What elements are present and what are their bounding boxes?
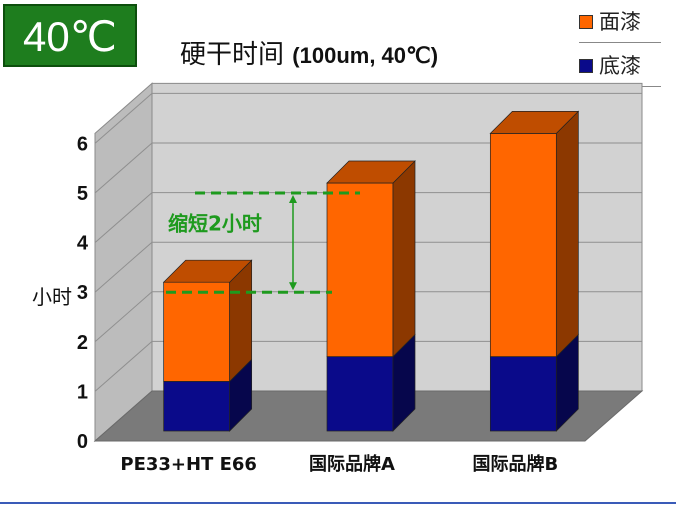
y-axis-label: 小时 (32, 285, 72, 309)
chart-title: 硬干时间 (100um, 40℃) (180, 34, 438, 71)
bar-front (326, 182, 394, 357)
legend-swatch-primer (579, 59, 593, 73)
bar-top (162, 259, 253, 283)
chart-side-wall (94, 82, 153, 443)
gridline-side (94, 341, 153, 392)
bar-front (489, 356, 557, 432)
gridline-side (94, 142, 153, 194)
y-tick-label: 1 (77, 381, 88, 403)
x-category-label: PE33+HT E66 (120, 454, 257, 475)
annotation-label: 缩短2小时 (168, 212, 262, 236)
legend-divider (579, 42, 661, 43)
legend-item-topcoat: 面漆 (579, 6, 661, 43)
bottom-divider (0, 502, 676, 504)
y-tick-label: 6 (77, 133, 88, 155)
gridline-side (94, 241, 153, 293)
legend: 面漆 底漆 (579, 6, 661, 94)
y-tick-label: 2 (77, 332, 88, 354)
bar-front (163, 381, 231, 432)
bar-front (489, 133, 557, 357)
y-tick-label: 0 (77, 431, 88, 453)
bar-top (326, 160, 416, 184)
y-tick-label: 3 (77, 282, 88, 304)
annotation-arrow-head-down (289, 282, 297, 291)
legend-swatch-topcoat (579, 15, 593, 29)
gridline-side (94, 192, 153, 243)
x-category-label: 国际品牌A (309, 453, 395, 475)
legend-label-topcoat: 面漆 (599, 10, 641, 34)
legend-label-primer: 底漆 (599, 54, 641, 78)
bar-side (392, 160, 416, 358)
gridline-side (94, 93, 153, 144)
bar-front (326, 356, 394, 432)
bar-top (489, 111, 580, 134)
bar-side (555, 110, 579, 358)
bar-front (163, 281, 231, 382)
temperature-badge: 40℃ (3, 4, 137, 67)
legend-item-primer: 底漆 (579, 50, 661, 87)
gridline-side (94, 291, 153, 343)
x-category-label: 国际品牌B (472, 453, 558, 475)
y-tick-label: 4 (77, 233, 89, 255)
chart-title-main: 硬干时间 (180, 40, 285, 70)
chart-title-sub: (100um, 40℃) (292, 43, 439, 68)
y-tick-label: 5 (77, 183, 88, 205)
annotation-arrow-head-up (289, 195, 297, 203)
